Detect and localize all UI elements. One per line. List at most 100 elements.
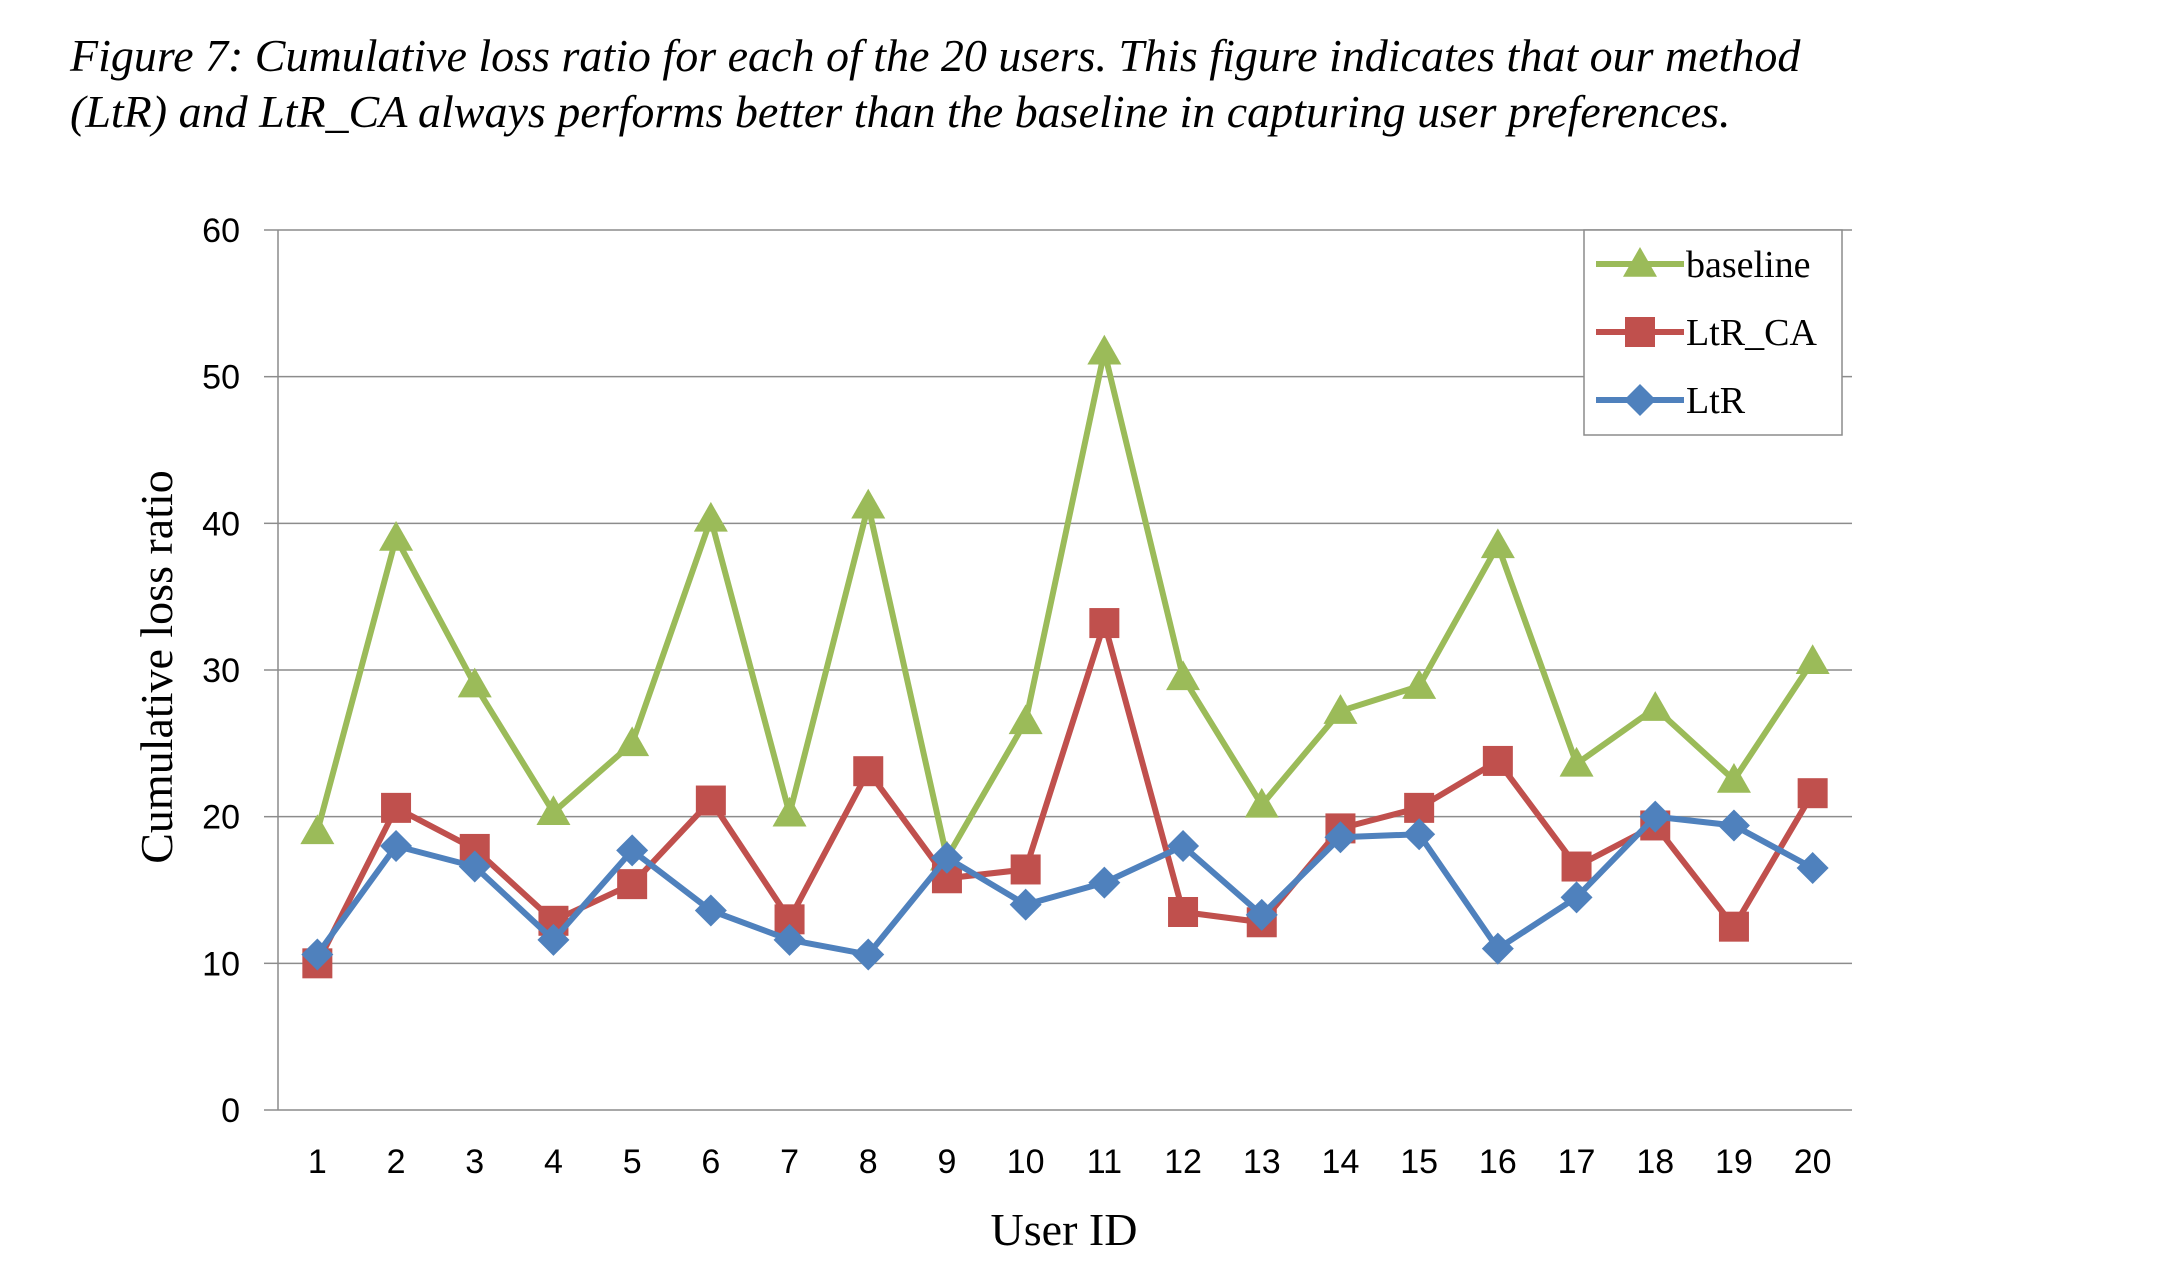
data-point bbox=[694, 894, 727, 927]
data-point bbox=[301, 938, 334, 971]
data-point bbox=[1480, 528, 1515, 559]
legend-item: LtR_CA bbox=[1596, 312, 1817, 354]
data-point bbox=[1324, 821, 1357, 854]
data-point bbox=[1639, 800, 1672, 833]
data-point bbox=[1008, 704, 1043, 735]
data-point bbox=[1403, 818, 1436, 851]
data-point bbox=[1167, 830, 1200, 862]
y-tick-label: 40 bbox=[202, 505, 240, 543]
data-point bbox=[300, 814, 335, 845]
legend-marker bbox=[1624, 384, 1656, 416]
data-point bbox=[379, 521, 414, 551]
data-point bbox=[616, 834, 649, 867]
data-point bbox=[1088, 866, 1121, 899]
data-point bbox=[537, 923, 570, 956]
x-tick-label: 3 bbox=[465, 1143, 484, 1181]
data-point bbox=[1481, 932, 1514, 965]
data-point bbox=[1559, 746, 1594, 777]
data-point bbox=[853, 756, 884, 787]
data-point bbox=[1087, 334, 1122, 365]
data-point bbox=[1560, 881, 1593, 914]
legend-label: LtR_CA bbox=[1686, 312, 1817, 354]
y-tick-label: 0 bbox=[221, 1092, 240, 1130]
y-tick-label: 10 bbox=[202, 945, 240, 983]
legend-item: LtR bbox=[1596, 380, 1746, 422]
y-tick-label: 50 bbox=[202, 359, 240, 397]
x-tick-label: 11 bbox=[1087, 1143, 1122, 1181]
data-point bbox=[1404, 792, 1435, 823]
data-point bbox=[1166, 660, 1201, 691]
data-point bbox=[693, 501, 728, 532]
series-line bbox=[314, 351, 1816, 866]
data-point bbox=[1717, 809, 1750, 842]
data-point bbox=[1718, 911, 1749, 942]
data-point bbox=[458, 850, 491, 883]
data-point bbox=[773, 923, 806, 956]
x-tick-label: 18 bbox=[1636, 1143, 1674, 1181]
y-tick-label: 60 bbox=[202, 212, 240, 250]
data-point bbox=[615, 726, 650, 757]
data-point bbox=[851, 488, 886, 519]
data-point bbox=[695, 785, 726, 816]
data-point bbox=[1561, 851, 1592, 882]
y-tick-label: 20 bbox=[202, 799, 240, 837]
x-tick-label: 8 bbox=[859, 1143, 878, 1181]
data-point bbox=[536, 795, 571, 826]
caption-line-2: (LtR) and LtR_CA always performs better … bbox=[70, 86, 1731, 137]
data-point bbox=[852, 938, 885, 971]
data-point bbox=[1244, 787, 1279, 818]
x-tick-label: 7 bbox=[780, 1143, 799, 1181]
data-point bbox=[1089, 608, 1120, 639]
x-tick-label: 14 bbox=[1322, 1143, 1360, 1181]
data-point bbox=[1796, 852, 1829, 884]
series-ltr bbox=[301, 800, 1829, 971]
data-point bbox=[1716, 763, 1751, 793]
y-axis-title: Cumulative loss ratio bbox=[131, 470, 182, 864]
legend-label: LtR bbox=[1686, 380, 1746, 422]
x-tick-label: 16 bbox=[1479, 1143, 1517, 1181]
series-lines bbox=[300, 334, 1830, 979]
data-point bbox=[1168, 897, 1199, 927]
data-point bbox=[1323, 694, 1358, 724]
x-tick-label: 13 bbox=[1243, 1143, 1281, 1181]
x-tick-label: 2 bbox=[387, 1143, 406, 1181]
data-point bbox=[772, 796, 807, 827]
x-tick-label: 4 bbox=[544, 1143, 563, 1181]
axes bbox=[264, 229, 1852, 1111]
x-tick-label: 10 bbox=[1007, 1143, 1045, 1181]
y-tick-labels: 0 10 20 30 40 50 60 bbox=[202, 212, 240, 1130]
x-tick-label: 12 bbox=[1164, 1143, 1202, 1181]
data-point bbox=[930, 841, 963, 874]
data-point bbox=[1795, 644, 1830, 674]
legend-label: baseline bbox=[1686, 244, 1811, 286]
data-point bbox=[380, 830, 413, 862]
x-tick-label: 1 bbox=[308, 1143, 327, 1181]
caption-line-1: Figure 7: Cumulative loss ratio for each… bbox=[70, 30, 1801, 81]
data-point bbox=[1010, 854, 1041, 885]
x-tick-label: 20 bbox=[1794, 1143, 1832, 1181]
legend-item: baseline bbox=[1596, 244, 1811, 286]
data-point bbox=[617, 869, 648, 900]
data-point bbox=[457, 667, 492, 698]
data-point bbox=[381, 792, 412, 823]
legend: baseline LtR_CA LtR bbox=[1583, 229, 1843, 436]
data-point bbox=[1245, 898, 1278, 931]
legend-marker bbox=[1625, 317, 1655, 347]
data-point bbox=[1482, 745, 1513, 776]
data-point bbox=[1797, 778, 1828, 809]
data-point bbox=[1009, 888, 1042, 921]
x-tick-label: 19 bbox=[1715, 1143, 1753, 1181]
x-tick-label: 6 bbox=[701, 1143, 720, 1181]
x-tick-label: 15 bbox=[1400, 1143, 1438, 1181]
x-axis-title: User ID bbox=[991, 1204, 1138, 1255]
legend-marker bbox=[1623, 247, 1657, 277]
x-tick-label: 5 bbox=[623, 1143, 642, 1181]
y-tick-label: 30 bbox=[202, 652, 240, 690]
data-point bbox=[1638, 691, 1673, 721]
x-tick-labels: 1 2 3 4 5 6 7 8 9 10 11 12 13 14 15 16 17 18 19 20 bbox=[308, 1143, 1832, 1181]
x-tick-label: 17 bbox=[1558, 1143, 1596, 1181]
data-point bbox=[1402, 669, 1437, 699]
series-line bbox=[314, 813, 1815, 958]
figure-caption: Figure 7: Cumulative loss ratio for each… bbox=[70, 28, 2130, 140]
